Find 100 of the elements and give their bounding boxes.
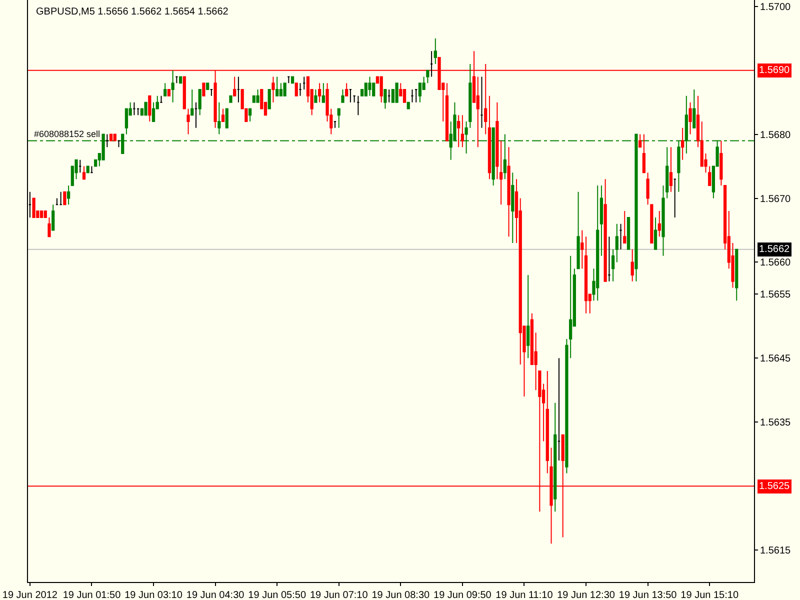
x-tick-label: 19 Jun 03:10	[124, 590, 183, 600]
candlestick	[557, 358, 561, 461]
candlestick	[198, 89, 202, 116]
text: GBPUSD,M5 1.5656 1.5662 1.5654 1.5662	[36, 6, 229, 18]
candlestick	[654, 216, 658, 250]
candlestick	[554, 402, 557, 512]
y-tick-label: 1.5660	[760, 258, 792, 269]
candlestick	[294, 82, 298, 96]
candlestick	[248, 108, 252, 122]
candlestick	[236, 76, 240, 103]
candlestick	[600, 184, 604, 256]
candlestick	[322, 82, 325, 103]
candlestick	[507, 146, 510, 238]
candlestick	[106, 134, 109, 148]
candlestick	[221, 108, 225, 122]
y-tick-label: 1.5700	[760, 2, 792, 13]
candlestick	[626, 216, 630, 250]
candlestick	[596, 184, 600, 302]
candlestick	[384, 89, 387, 110]
candlestick	[225, 108, 228, 128]
candlestick	[368, 76, 372, 96]
candlestick	[52, 204, 55, 231]
candlestick	[117, 140, 120, 148]
candlestick	[445, 82, 449, 142]
candlestick	[113, 134, 116, 142]
candlestick	[434, 38, 437, 64]
candlestick	[148, 95, 152, 122]
candlestick	[109, 134, 113, 142]
candlestick	[638, 134, 642, 148]
candlestick	[584, 236, 588, 314]
x-tick-label: 19 Jun 07:10	[310, 590, 368, 600]
candlestick	[229, 95, 232, 103]
candlestick	[66, 184, 70, 206]
candlestick	[480, 76, 484, 128]
candlestick	[194, 102, 198, 128]
candlestick	[55, 198, 59, 206]
candlestick	[720, 140, 723, 186]
candlestick	[218, 102, 221, 135]
candlestick	[206, 82, 210, 90]
ref-line-label: 1.5662	[759, 244, 790, 255]
candlestick	[272, 76, 275, 103]
candlestick	[256, 89, 260, 103]
ref-line-label: 1.5625	[759, 481, 790, 492]
candlestick	[735, 248, 738, 302]
candlestick	[623, 210, 626, 244]
candlestick	[63, 191, 66, 206]
candlestick	[673, 178, 676, 218]
candlestick	[348, 89, 352, 103]
candlestick	[414, 89, 418, 103]
candlestick	[32, 198, 36, 218]
candlestick	[356, 95, 360, 116]
candlestick	[210, 89, 213, 96]
x-tick-label: 19 Jun 05:50	[248, 590, 306, 600]
candlestick	[395, 82, 398, 103]
candlestick	[410, 89, 414, 103]
candlestick	[167, 89, 171, 96]
candlestick	[86, 166, 90, 174]
y-tick-label: 1.5680	[760, 130, 792, 141]
candlestick	[608, 236, 611, 282]
candlestick	[90, 166, 94, 174]
candlestick	[290, 76, 294, 84]
candlestick	[352, 95, 356, 103]
candlestick	[132, 102, 136, 116]
candlestick	[669, 146, 673, 192]
candlestick	[175, 76, 178, 84]
candlestick	[460, 114, 464, 148]
candlestick	[333, 121, 337, 128]
candlestick	[658, 210, 661, 238]
candlestick	[611, 248, 615, 282]
candlestick	[276, 76, 279, 96]
x-tick-label: 19 Jun 09:50	[434, 590, 492, 600]
candlestick	[78, 159, 82, 174]
candlestick	[615, 223, 618, 263]
candlestick	[630, 248, 634, 282]
candlestick	[233, 76, 236, 96]
candlestick	[688, 102, 692, 135]
candlestick	[298, 82, 302, 96]
candlestick	[457, 114, 460, 148]
candlestick	[268, 89, 271, 110]
x-tick-label: 19 Jun 13:50	[618, 590, 678, 600]
candlestick	[182, 76, 186, 110]
candlestick	[341, 89, 344, 103]
y-tick-label: 1.5670	[760, 194, 792, 205]
candlestick	[406, 102, 410, 110]
candlestick	[287, 76, 290, 84]
candlestick	[190, 89, 194, 116]
ref-line-label: 1.5690	[759, 65, 790, 76]
candlestick	[681, 127, 684, 160]
candlestick	[82, 166, 86, 180]
candlestick	[40, 210, 44, 218]
x-tick-label: 19 Jun 08:30	[372, 590, 430, 600]
candlestick	[59, 191, 62, 206]
candlestick	[642, 134, 646, 174]
candlestick	[488, 95, 492, 180]
candlestick	[692, 89, 696, 128]
y-tick-label: 1.5655	[760, 290, 792, 301]
candlestick	[314, 89, 318, 103]
candlestick	[318, 82, 322, 103]
x-tick-label: 19 Jun 2012	[2, 590, 58, 600]
candlestick	[388, 89, 391, 103]
